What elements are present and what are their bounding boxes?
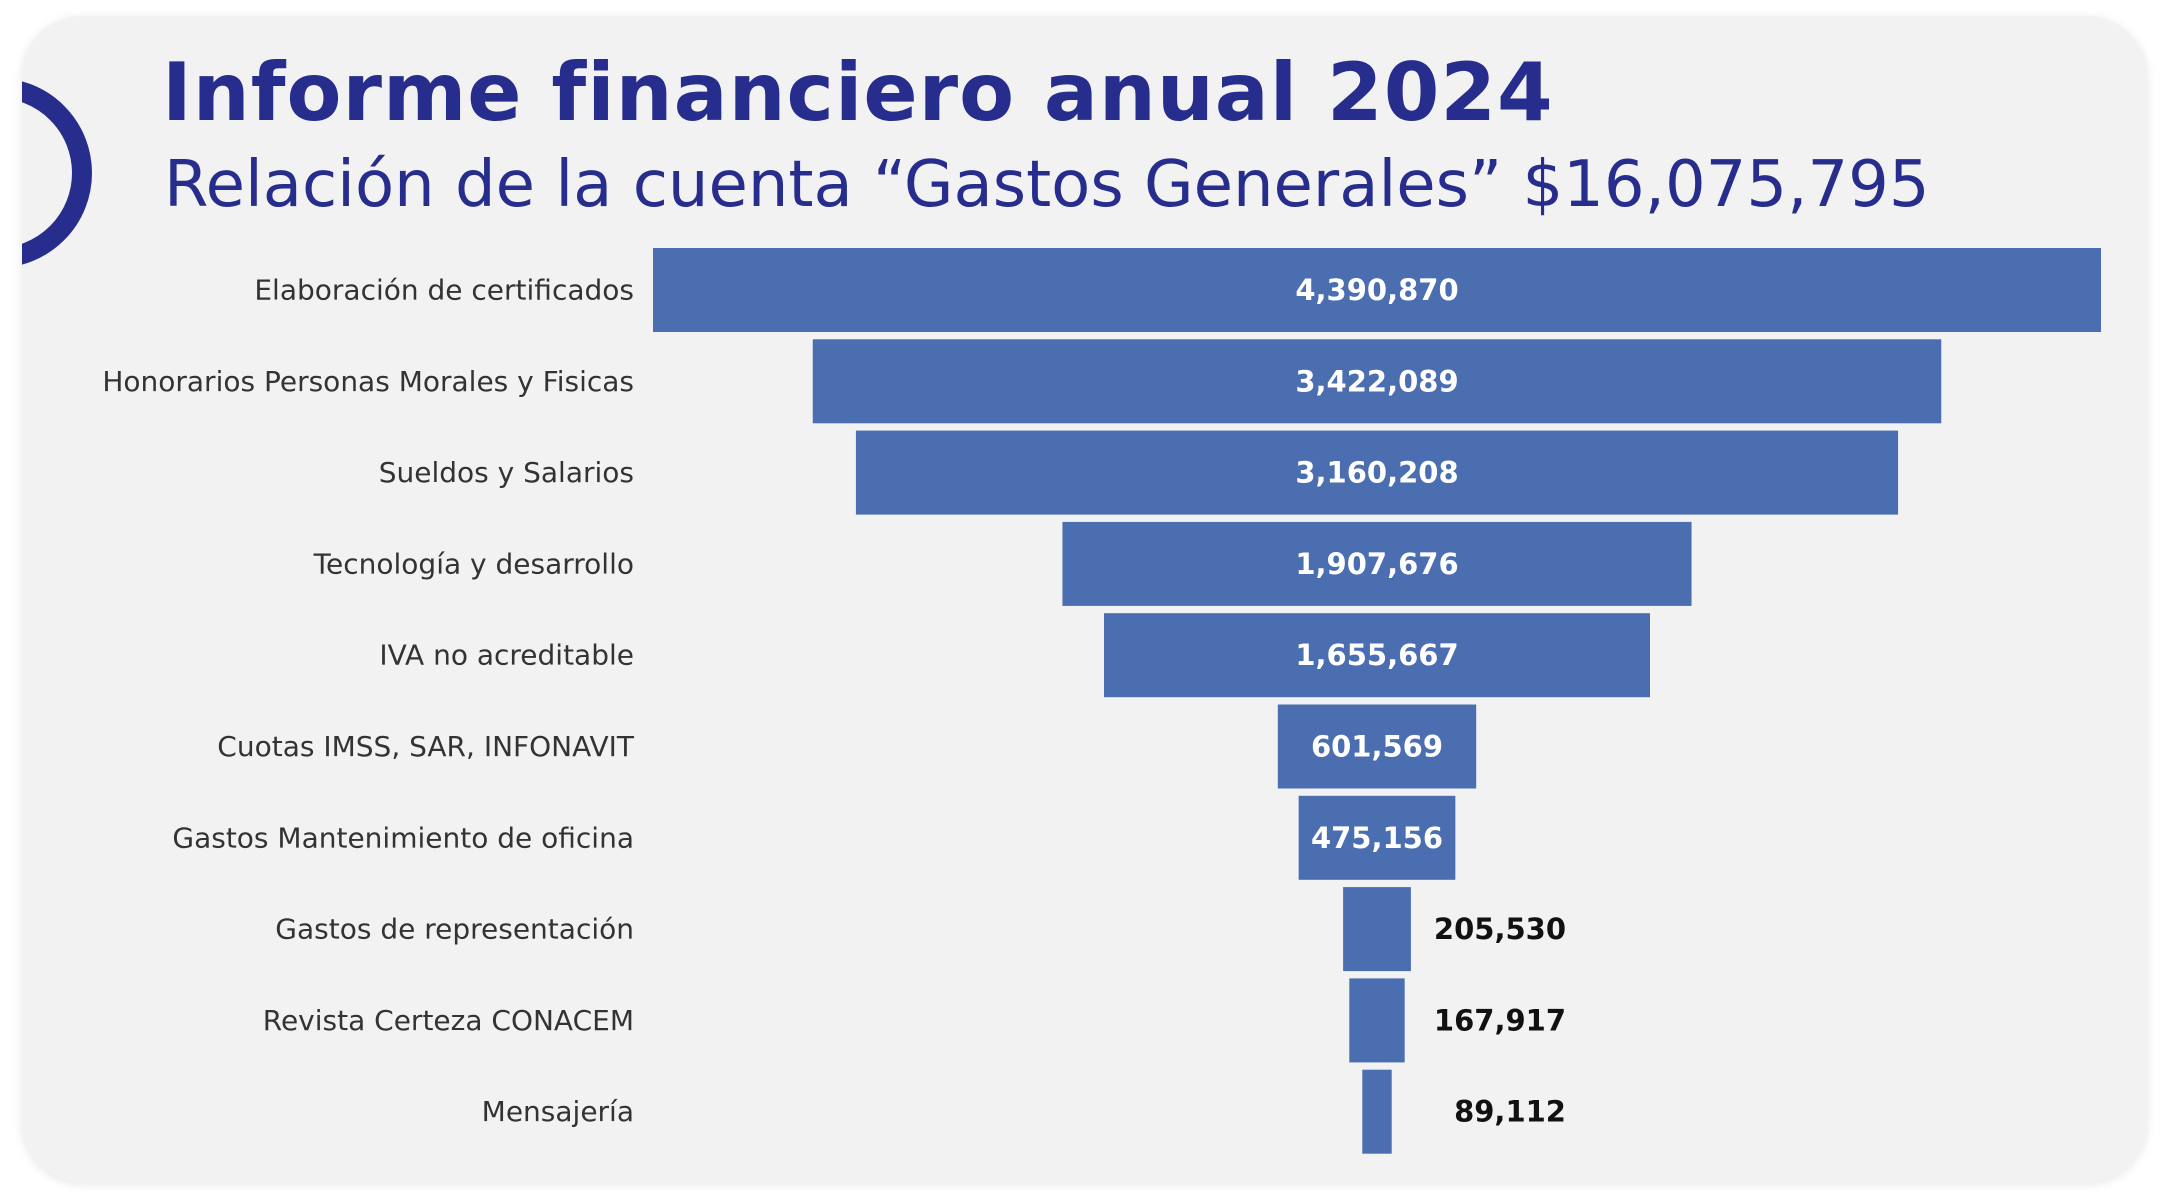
data-label: 1,907,676 [1295,547,1458,581]
category-label: Sueldos y Salarios [379,456,634,489]
data-label: 3,160,208 [1295,456,1458,490]
data-label: 3,422,089 [1295,364,1458,398]
funnel-bar [1343,887,1411,972]
category-label: Cuotas IMSS, SAR, INFONAVIT [217,730,635,763]
category-label: Gastos Mantenimiento de oficina [172,821,634,854]
funnel-bar [1104,613,1650,698]
page-subtitle: Relación de la cuenta “Gastos Generales”… [164,148,1930,222]
funnel-bar [1349,978,1405,1063]
category-label: Mensajería [482,1095,634,1128]
category-label: IVA no acreditable [379,639,634,672]
data-label: 167,917 [1434,1003,1566,1037]
funnel-bar [653,248,2101,332]
funnel-bar [1298,795,1456,880]
page-title: Informe financiero anual 2024 [162,46,1554,139]
data-label: 89,112 [1454,1095,1566,1129]
funnel-bar [1062,521,1692,606]
funnel-bar [1277,704,1477,789]
data-label: 4,390,870 [1295,273,1458,307]
data-label: 1,655,667 [1295,638,1458,672]
report-card: Informe financiero anual 2024 Relación d… [22,16,2147,1182]
category-label: Elaboración de certificados [254,274,634,307]
data-label: 475,156 [1311,821,1443,855]
funnel-bar [812,339,1942,424]
category-label: Revista Certeza CONACEM [263,1004,634,1037]
data-label: 205,530 [1434,912,1566,946]
category-label: Gastos de representación [275,913,634,946]
funnel-bar [855,430,1899,515]
funnel-bar [1362,1069,1392,1154]
category-label: Tecnología y desarrollo [313,547,634,580]
funnel-chart: Elaboración de certificados 4,390,870 Hono… [102,248,2101,1154]
data-label: 601,569 [1311,730,1443,764]
category-label: Honorarios Personas Morales y Fisicas [102,365,634,398]
